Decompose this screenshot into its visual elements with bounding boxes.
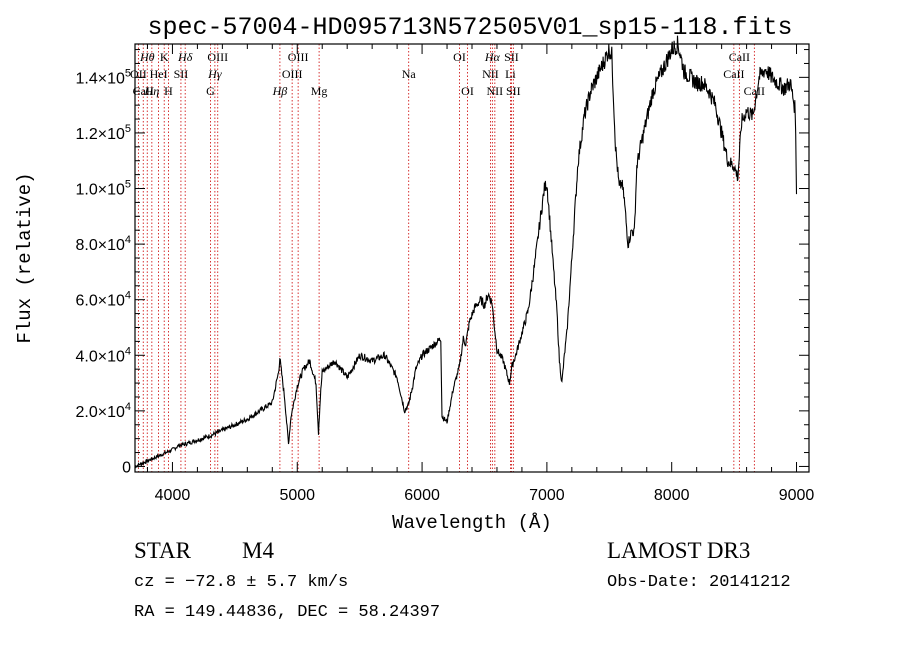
- x-tick-label: 6000: [404, 487, 440, 504]
- marker-label-20: SII: [504, 50, 519, 64]
- marker-label-16: Na: [402, 67, 417, 81]
- marker-label-4: HeI: [150, 67, 168, 81]
- y-tick-label: 6.0×104: [75, 290, 131, 310]
- y-tick-label: 0: [122, 459, 131, 476]
- object-subclass: M4: [242, 538, 274, 563]
- survey-name: LAMOST DR3: [607, 538, 751, 563]
- marker-label-2: CaII: [133, 84, 154, 98]
- marker-label-3: Hη: [144, 84, 160, 98]
- marker-label-17: OI: [453, 50, 466, 64]
- marker-label-6: H: [164, 84, 173, 98]
- y-tick-label: 8.0×104: [75, 234, 131, 254]
- marker-label-5: K: [160, 50, 169, 64]
- marker-label-26: CaII: [723, 67, 744, 81]
- x-tick-label: 5000: [279, 487, 315, 504]
- marker-label-27: CaII: [744, 84, 765, 98]
- marker-label-15: Mg: [311, 84, 328, 98]
- coordinates-text: RA = 149.44836, DEC = 58.24397: [134, 603, 441, 622]
- marker-label-11: G: [206, 84, 215, 98]
- obs-date: Obs-Date: 20141212: [607, 573, 791, 592]
- marker-label-22: Li: [505, 67, 516, 81]
- marker-label-0: Hθ: [139, 50, 155, 64]
- marker-label-14: OIII: [282, 67, 303, 81]
- y-tick-label: 1.4×105: [75, 67, 131, 87]
- object-class: STAR: [134, 538, 191, 563]
- x-tick-label: 7000: [529, 487, 565, 504]
- marker-label-8: Hδ: [177, 50, 193, 64]
- marker-label-19: Hα: [484, 50, 501, 64]
- x-tick-label: 4000: [155, 487, 191, 504]
- marker-label-9: OIII: [207, 50, 228, 64]
- marker-label-1: OII: [130, 67, 147, 81]
- x-axis-label: Wavelength (Å): [392, 512, 552, 534]
- marker-label-21: NII: [482, 67, 499, 81]
- x-tick-label: 9000: [779, 487, 815, 504]
- y-tick-label: 4.0×104: [75, 345, 131, 365]
- y-tick-label: 2.0×104: [75, 401, 131, 421]
- x-axis-ticks: 4000 5000 6000 7000 8000 9000: [146, 44, 815, 504]
- x-tick-label: 8000: [654, 487, 690, 504]
- marker-label-23: NII: [487, 84, 504, 98]
- marker-label-13: OIII: [288, 50, 309, 64]
- marker-label-18: OI: [461, 84, 474, 98]
- plot-frame: [134, 43, 810, 473]
- marker-label-7: SII: [174, 67, 189, 81]
- flux-series-line: [134, 35, 798, 469]
- marker-label-10: Hγ: [207, 67, 222, 81]
- emission-line-markers: [137, 44, 755, 472]
- marker-label-25: CaII: [729, 50, 750, 64]
- marker-label-12: Hβ: [272, 84, 288, 98]
- marker-label-24: SII: [506, 84, 521, 98]
- y-axis-ticks: 0 2.0×104 4.0×104 6.0×104 8.0×104 1.0×105 1.2×…: [75, 49, 809, 476]
- y-axis-label: Flux (relative): [14, 172, 36, 343]
- y-tick-label: 1.2×105: [75, 123, 131, 143]
- redshift-text: cz = −72.8 ± 5.7 km/s: [134, 573, 349, 592]
- y-tick-label: 1.0×105: [75, 179, 131, 199]
- chart-title: spec-57004-HD095713N572505V01_sp15-118.f…: [147, 13, 792, 42]
